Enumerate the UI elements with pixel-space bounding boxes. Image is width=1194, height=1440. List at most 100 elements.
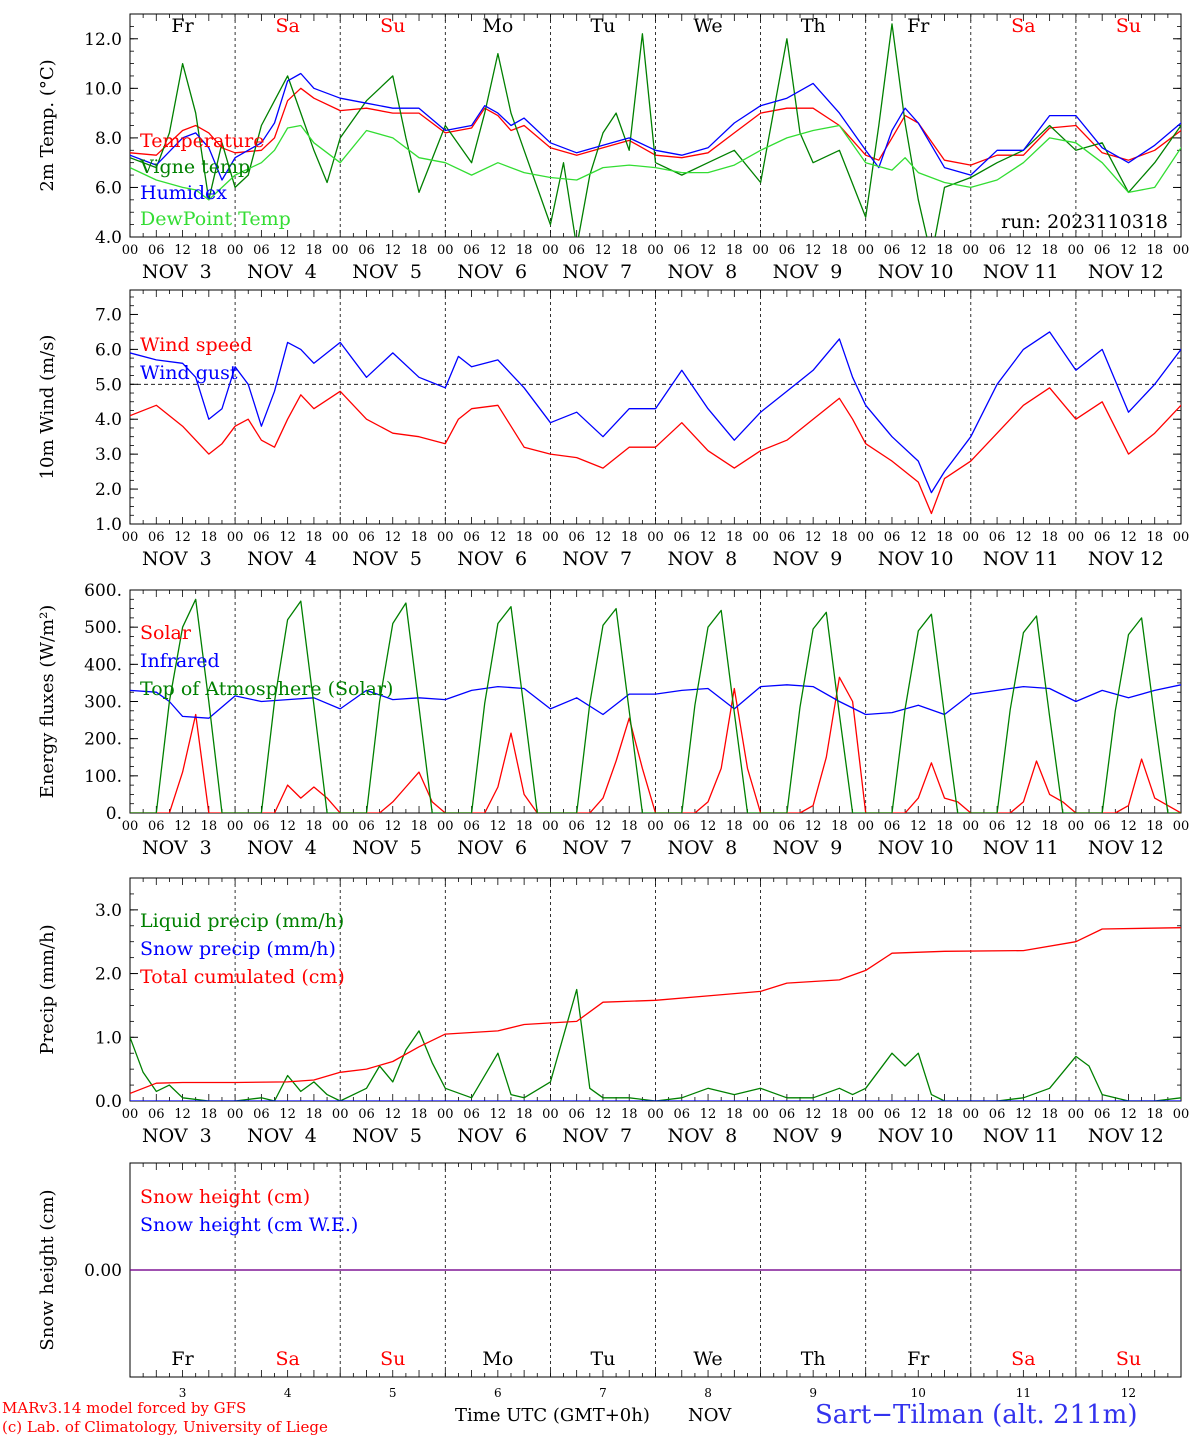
date-label: NOV 10 [878, 261, 954, 283]
date-label: NOV 3 [142, 1125, 212, 1147]
hour-label: 00 [437, 819, 454, 834]
hour-label: 18 [621, 530, 638, 545]
hour-label: 06 [358, 1107, 375, 1122]
date-label: NOV 6 [457, 261, 527, 283]
legend-entry: Temperature [140, 130, 264, 152]
weekday-label-bottom: Th [801, 1348, 826, 1370]
weekday-label-top: Mo [482, 15, 513, 37]
hour-label: 00 [437, 243, 454, 258]
hour-label: 06 [989, 819, 1006, 834]
hour-label: 18 [726, 1107, 743, 1122]
weekday-label-bottom: We [693, 1348, 722, 1370]
weekday-label-bottom: Mo [482, 1348, 513, 1370]
hour-label: 06 [463, 819, 480, 834]
legend-entry: Snow height (cm W.E.) [140, 1214, 358, 1236]
weekday-label-top: Fr [907, 15, 930, 37]
hour-label: 00 [332, 243, 349, 258]
hour-label: 06 [358, 819, 375, 834]
hour-label: 12 [490, 530, 507, 545]
series-line [130, 72, 1181, 181]
y-tick-label: 8.0 [95, 129, 122, 149]
date-label: NOV 11 [983, 1125, 1059, 1147]
hour-label: 12 [1015, 819, 1032, 834]
weekday-label-top: Su [380, 15, 405, 37]
hour-label: 06 [674, 243, 691, 258]
date-label: NOV 3 [142, 261, 212, 283]
time-axis-label: Time UTC (GMT+0h) [455, 1405, 650, 1426]
day-number-label: 4 [284, 1386, 292, 1400]
y-tick-label: 5.0 [95, 375, 122, 395]
hour-label: 06 [989, 530, 1006, 545]
hour-label: 00 [1173, 243, 1190, 258]
hour-label: 06 [1094, 819, 1111, 834]
hour-label: 12 [910, 530, 927, 545]
hour-label: 12 [490, 243, 507, 258]
series-line [130, 676, 1181, 813]
hour-label: 18 [306, 1107, 323, 1122]
hour-label: 06 [989, 1107, 1006, 1122]
hour-label: 12 [174, 1107, 191, 1122]
y-axis-label: Precip (mm/h) [37, 924, 58, 1054]
legend-entry: Wind speed [140, 334, 252, 356]
hour-label: 06 [884, 243, 901, 258]
hour-label: 18 [201, 243, 218, 258]
y-tick-label: 500. [84, 618, 122, 638]
series-line [130, 927, 1181, 1095]
hour-label: 00 [1173, 530, 1190, 545]
y-tick-label: 1.0 [95, 515, 122, 535]
hour-label: 18 [411, 243, 428, 258]
hour-label: 18 [831, 819, 848, 834]
date-label: NOV 6 [457, 1125, 527, 1147]
weekday-label-top: Tu [590, 15, 615, 37]
legend-entry: Top of Atmosphere (Solar) [140, 678, 393, 700]
hour-label: 12 [384, 1107, 401, 1122]
weekday-label-bottom: Fr [171, 1348, 194, 1370]
legend-entry: Snow precip (mm/h) [140, 938, 336, 960]
hour-label: 06 [674, 1107, 691, 1122]
hour-label: 06 [253, 1107, 270, 1122]
y-tick-label: 0.0 [95, 1092, 122, 1112]
date-label: NOV 4 [247, 837, 317, 859]
y-tick-label: 2.0 [95, 965, 122, 985]
hour-label: 00 [647, 530, 664, 545]
hour-label: 18 [831, 243, 848, 258]
hour-label: 12 [595, 819, 612, 834]
hour-label: 12 [279, 1107, 296, 1122]
run-label: run: 2023110318 [1001, 211, 1168, 233]
y-axis-label: Snow height (cm) [37, 1189, 58, 1350]
model-credit: MARv3.14 model forced by GFS (c) Lab. of… [2, 1399, 328, 1437]
weekday-label-top: Th [801, 15, 826, 37]
date-label: NOV 6 [457, 548, 527, 570]
date-label: NOV 12 [1088, 837, 1164, 859]
hour-label: 00 [1068, 1107, 1085, 1122]
day-number-label: 7 [599, 1386, 607, 1400]
hour-label: 00 [857, 530, 874, 545]
weekday-label-bottom: Su [380, 1348, 405, 1370]
hour-label: 00 [542, 819, 559, 834]
hour-label: 06 [779, 530, 796, 545]
hour-label: 18 [1041, 819, 1058, 834]
hour-label: 06 [358, 243, 375, 258]
hour-label: 12 [384, 819, 401, 834]
y-tick-label: 400. [84, 655, 122, 675]
legend-entry: Snow height (cm) [140, 1186, 310, 1208]
series-line [130, 598, 1181, 813]
hour-label: 12 [1120, 1107, 1137, 1122]
hour-label: 00 [332, 530, 349, 545]
weekday-label-top: We [693, 15, 722, 37]
legend-entry: Liquid precip (mm/h) [140, 910, 344, 932]
hour-label: 00 [647, 1107, 664, 1122]
day-number-label: 11 [1016, 1386, 1031, 1400]
hour-label: 00 [227, 1107, 244, 1122]
hour-label: 18 [1041, 1107, 1058, 1122]
hour-label: 00 [227, 243, 244, 258]
hour-label: 18 [516, 530, 533, 545]
hour-label: 12 [1120, 243, 1137, 258]
series-line [130, 23, 1181, 237]
y-tick-label: 3.0 [95, 901, 122, 921]
hour-label: 18 [201, 819, 218, 834]
date-label: NOV 9 [773, 548, 843, 570]
month-label: NOV [688, 1405, 732, 1426]
y-tick-label: 1.0 [95, 1028, 122, 1048]
hour-label: 18 [411, 530, 428, 545]
